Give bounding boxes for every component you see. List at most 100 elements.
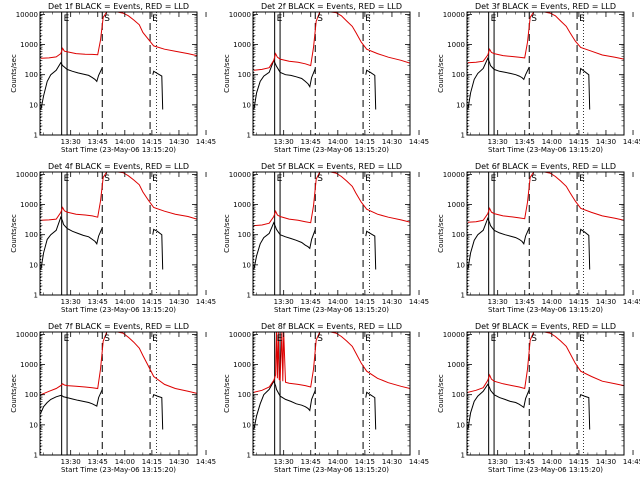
x-tick-label-5: 14:45: [409, 458, 429, 466]
y-tick-label-4: 10000: [16, 171, 38, 179]
series-events-line-0: [467, 216, 530, 270]
panel-det-9f: Det 9f BLACK = Events, RED = LLD E S E 1 10 10…: [437, 322, 640, 474]
panel-title: Det 6f BLACK = Events, RED = LLD: [475, 162, 616, 171]
series-events-line-0: [467, 383, 530, 430]
y-tick-label-2: 100: [238, 391, 251, 399]
panel-det-4f: Det 4f BLACK = Events, RED = LLD E S E 1 10 10…: [10, 162, 216, 314]
plot-frame: [252, 11, 411, 136]
y-tick-label-4: 10000: [16, 331, 38, 339]
x-tick-label-5: 14:45: [196, 298, 216, 306]
y-tick-label-3: 1000: [233, 361, 251, 369]
x-tick-label-4: 14:30: [596, 298, 616, 306]
panel-det-6f: Det 6f BLACK = Events, RED = LLD E S E 1 10 10…: [437, 162, 640, 314]
y-tick-label-4: 10000: [229, 171, 251, 179]
x-tick-label-0: 13:30: [488, 458, 508, 466]
marker-label-3: E: [365, 14, 371, 24]
y-tick-label-4: 10000: [443, 331, 465, 339]
y-tick-label-4: 10000: [229, 331, 251, 339]
plot-area: [40, 332, 197, 455]
panel-det-1f: Det 1f BLACK = Events, RED = LLD E S E 1 10 10…: [10, 2, 216, 154]
y-tick-label-0: 1: [247, 452, 251, 460]
x-tick-label-0: 13:30: [274, 138, 294, 146]
x-tick-label-1: 13:45: [88, 458, 108, 466]
marker-label-3: E: [152, 334, 158, 344]
x-tick-label-4: 14:30: [382, 298, 402, 306]
marker-label-2: S: [104, 334, 110, 344]
x-tick-label-3: 14:15: [355, 298, 375, 306]
plot-area: [467, 12, 624, 135]
panel-title: Det 7f BLACK = Events, RED = LLD: [48, 322, 189, 331]
plot-frame: [466, 331, 625, 456]
y-tick-label-4: 10000: [229, 11, 251, 19]
x-tick-label-4: 14:30: [382, 138, 402, 146]
y-tick-label-1: 10: [456, 421, 465, 429]
plot-area: [467, 172, 624, 295]
x-tick-label-1: 13:45: [301, 298, 321, 306]
x-axis-label: Start Time (23-May-06 13:15:20): [61, 306, 176, 314]
x-axis-label: Start Time (23-May-06 13:15:20): [61, 466, 176, 474]
x-axis-label: Start Time (23-May-06 13:15:20): [274, 466, 389, 474]
y-axis-label: Counts/sec: [10, 374, 18, 413]
series-events-line-0: [40, 389, 103, 414]
y-tick-label-3: 1000: [447, 361, 465, 369]
x-tick-label-2: 14:00: [542, 458, 562, 466]
marker-label-0: E: [64, 334, 70, 344]
y-tick-label-1: 10: [242, 261, 251, 269]
y-tick-label-0: 1: [461, 292, 465, 300]
y-tick-label-2: 100: [25, 231, 38, 239]
marker-label-3: E: [365, 334, 371, 344]
series-events-line-1: [579, 228, 591, 270]
x-tick-label-4: 14:30: [596, 138, 616, 146]
y-tick-label-4: 10000: [16, 11, 38, 19]
x-axis-label: Start Time (23-May-06 13:15:20): [274, 146, 389, 154]
plot-frame: [466, 11, 625, 136]
series-events-line-0: [467, 57, 530, 110]
plot-frame: [252, 171, 411, 296]
y-tick-label-3: 1000: [20, 41, 38, 49]
panel-title: Det 3f BLACK = Events, RED = LLD: [475, 2, 616, 11]
y-tick-label-3: 1000: [20, 201, 38, 209]
y-axis-label: Counts/sec: [10, 214, 18, 253]
marker-label-2: S: [531, 174, 537, 184]
panel-title: Det 5f BLACK = Events, RED = LLD: [261, 162, 402, 171]
y-tick-label-0: 1: [461, 452, 465, 460]
marker-label-0: E: [64, 14, 70, 24]
x-tick-label-5: 14:45: [196, 458, 216, 466]
x-tick-label-5: 14:45: [623, 138, 640, 146]
x-tick-label-3: 14:15: [569, 298, 589, 306]
series-events-line-0: [40, 61, 103, 110]
series-events-line-1: [365, 69, 377, 110]
x-tick-label-3: 14:15: [355, 138, 375, 146]
y-tick-label-0: 1: [461, 132, 465, 140]
x-tick-label-0: 13:30: [274, 458, 294, 466]
x-axis-label: Start Time (23-May-06 13:15:20): [488, 466, 603, 474]
series-lld-line-0: [467, 332, 624, 393]
plot-frame: [39, 331, 198, 456]
x-tick-label-2: 14:00: [115, 298, 135, 306]
marker-label-3: E: [579, 14, 585, 24]
x-tick-label-5: 14:45: [196, 138, 216, 146]
y-tick-label-4: 10000: [443, 171, 465, 179]
series-events-line-1: [152, 228, 164, 270]
series-lld-line-0: [253, 12, 410, 71]
marker-label-2: S: [317, 334, 323, 344]
plot-frame: [39, 171, 198, 296]
plot-area: [253, 172, 410, 295]
series-events-line-1: [365, 230, 377, 270]
y-tick-label-1: 10: [29, 261, 38, 269]
x-axis-label: Start Time (23-May-06 13:15:20): [61, 146, 176, 154]
x-tick-label-0: 13:30: [488, 298, 508, 306]
marker-label-0: E: [64, 174, 70, 184]
plot-area: [40, 172, 197, 295]
y-tick-label-2: 100: [25, 71, 38, 79]
x-tick-label-1: 13:45: [88, 298, 108, 306]
y-tick-label-0: 1: [34, 132, 38, 140]
x-tick-label-4: 14:30: [596, 458, 616, 466]
marker-label-3: E: [152, 14, 158, 24]
y-tick-label-1: 10: [242, 421, 251, 429]
x-tick-label-3: 14:15: [569, 138, 589, 146]
x-tick-label-3: 14:15: [355, 458, 375, 466]
series-lld-line-0: [253, 332, 410, 393]
y-tick-label-1: 10: [456, 101, 465, 109]
series-events-line-1: [152, 70, 164, 110]
